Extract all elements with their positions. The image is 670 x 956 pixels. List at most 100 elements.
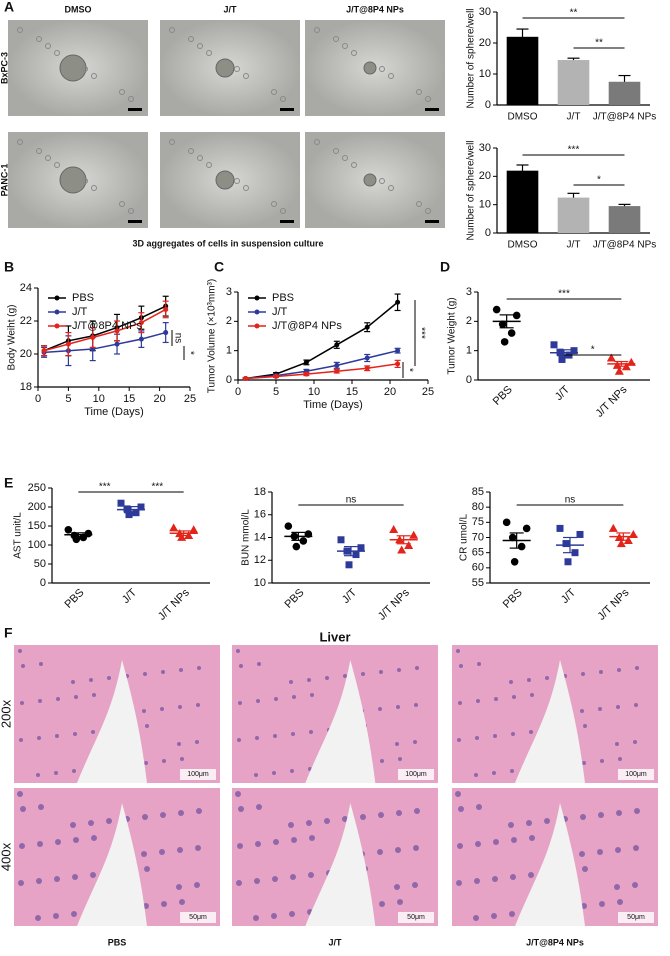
panel-label: C <box>214 259 224 275</box>
legend-marker <box>254 323 260 329</box>
sig-label: * <box>403 368 414 372</box>
spheroid <box>215 170 235 190</box>
nucleus <box>159 849 165 855</box>
row-label: PANC-1 <box>0 164 9 197</box>
y-tick-label: 85 <box>472 486 484 498</box>
caption: 3D aggregates of cells in suspension cul… <box>132 238 323 248</box>
series-line <box>245 349 398 380</box>
chart: 0 1 2 3 Tumor Volume (×10³mm³) 0 5 10 15 20 25 Time… <box>207 279 434 411</box>
nucleus <box>398 757 402 761</box>
nucleus <box>177 742 181 746</box>
cell <box>206 50 212 56</box>
nucleus <box>177 847 183 853</box>
nucleus <box>273 839 279 845</box>
point <box>114 328 120 334</box>
y-axis-label: BUN mmol/L <box>241 509 252 566</box>
nucleus <box>70 822 76 828</box>
nucleus <box>456 880 462 886</box>
nucleus <box>21 664 25 668</box>
nucleus <box>19 738 23 742</box>
point <box>64 526 73 534</box>
nucleus <box>597 849 603 855</box>
nucleus <box>395 742 399 746</box>
nucleus <box>581 672 585 676</box>
nucleus <box>457 843 463 849</box>
scale-bar-bg <box>398 769 434 780</box>
y-axis-label: Number of sphere/well <box>466 140 477 240</box>
legend-label: J/T <box>72 306 88 318</box>
nucleus <box>71 680 75 684</box>
nucleus <box>634 808 640 814</box>
y-tick-label: 12 <box>254 554 266 566</box>
y-tick-label: 100 <box>28 539 46 551</box>
nucleus <box>73 732 77 736</box>
cell <box>388 185 394 191</box>
column-label: DMSO <box>65 4 92 14</box>
nucleus <box>530 693 534 697</box>
x-tick-label: 20 <box>153 393 165 405</box>
nucleus <box>194 882 200 888</box>
nucleus <box>179 899 185 905</box>
panel-label: F <box>4 625 13 641</box>
x-tick-label: J/T <box>567 240 581 251</box>
nucleus <box>35 915 41 921</box>
point <box>334 368 340 374</box>
nucleus <box>236 880 242 886</box>
cell <box>128 208 134 214</box>
cell <box>280 208 286 214</box>
cell <box>234 66 240 72</box>
nucleus <box>90 872 96 878</box>
point <box>345 561 353 569</box>
cell <box>82 66 88 72</box>
nucleus <box>475 736 479 740</box>
nucleus <box>291 732 295 736</box>
nucleus <box>397 668 401 672</box>
vessel <box>515 803 585 926</box>
nucleus <box>617 899 623 905</box>
nucleus <box>510 769 514 773</box>
cell <box>36 36 42 42</box>
scale-bar <box>425 220 439 223</box>
point <box>177 532 187 541</box>
bar <box>506 170 539 233</box>
x-tick-label: 20 <box>384 386 396 398</box>
point <box>72 535 81 544</box>
nucleus <box>74 695 78 699</box>
x-tick-label: 0 <box>35 393 41 405</box>
nucleus <box>274 697 278 701</box>
sig-label: *** <box>415 327 426 339</box>
vessel <box>305 803 376 926</box>
point <box>404 540 414 549</box>
x-tick-label: J/T <box>567 112 581 123</box>
nucleus <box>455 791 461 797</box>
y-tick-label: 0 <box>466 374 472 386</box>
nucleus <box>459 664 463 668</box>
legend-label: PBS <box>72 292 94 304</box>
nucleus <box>195 845 201 851</box>
spheroid <box>363 173 377 187</box>
point <box>334 342 340 348</box>
nucleus <box>36 773 40 777</box>
y-tick-label: 20 <box>479 170 491 182</box>
point <box>79 533 88 542</box>
nucleus <box>599 670 603 674</box>
column-label: J/T@8P4 NPs <box>346 4 404 14</box>
nucleus <box>92 693 96 697</box>
cell <box>17 139 23 145</box>
cell <box>119 201 125 207</box>
nucleus <box>527 678 531 682</box>
nucleus <box>378 707 382 711</box>
nucleus <box>309 730 313 734</box>
row-label: BxPC-3 <box>0 52 9 84</box>
nucleus <box>544 818 550 824</box>
scale-bar <box>280 220 294 223</box>
nucleus <box>493 839 499 845</box>
y-tick-label: 10 <box>479 68 491 80</box>
nucleus <box>144 866 150 872</box>
cell <box>351 162 357 168</box>
nucleus <box>598 812 604 818</box>
nucleus <box>254 773 258 777</box>
point <box>395 361 401 367</box>
nucleus <box>161 901 167 907</box>
nucleus <box>511 837 517 843</box>
